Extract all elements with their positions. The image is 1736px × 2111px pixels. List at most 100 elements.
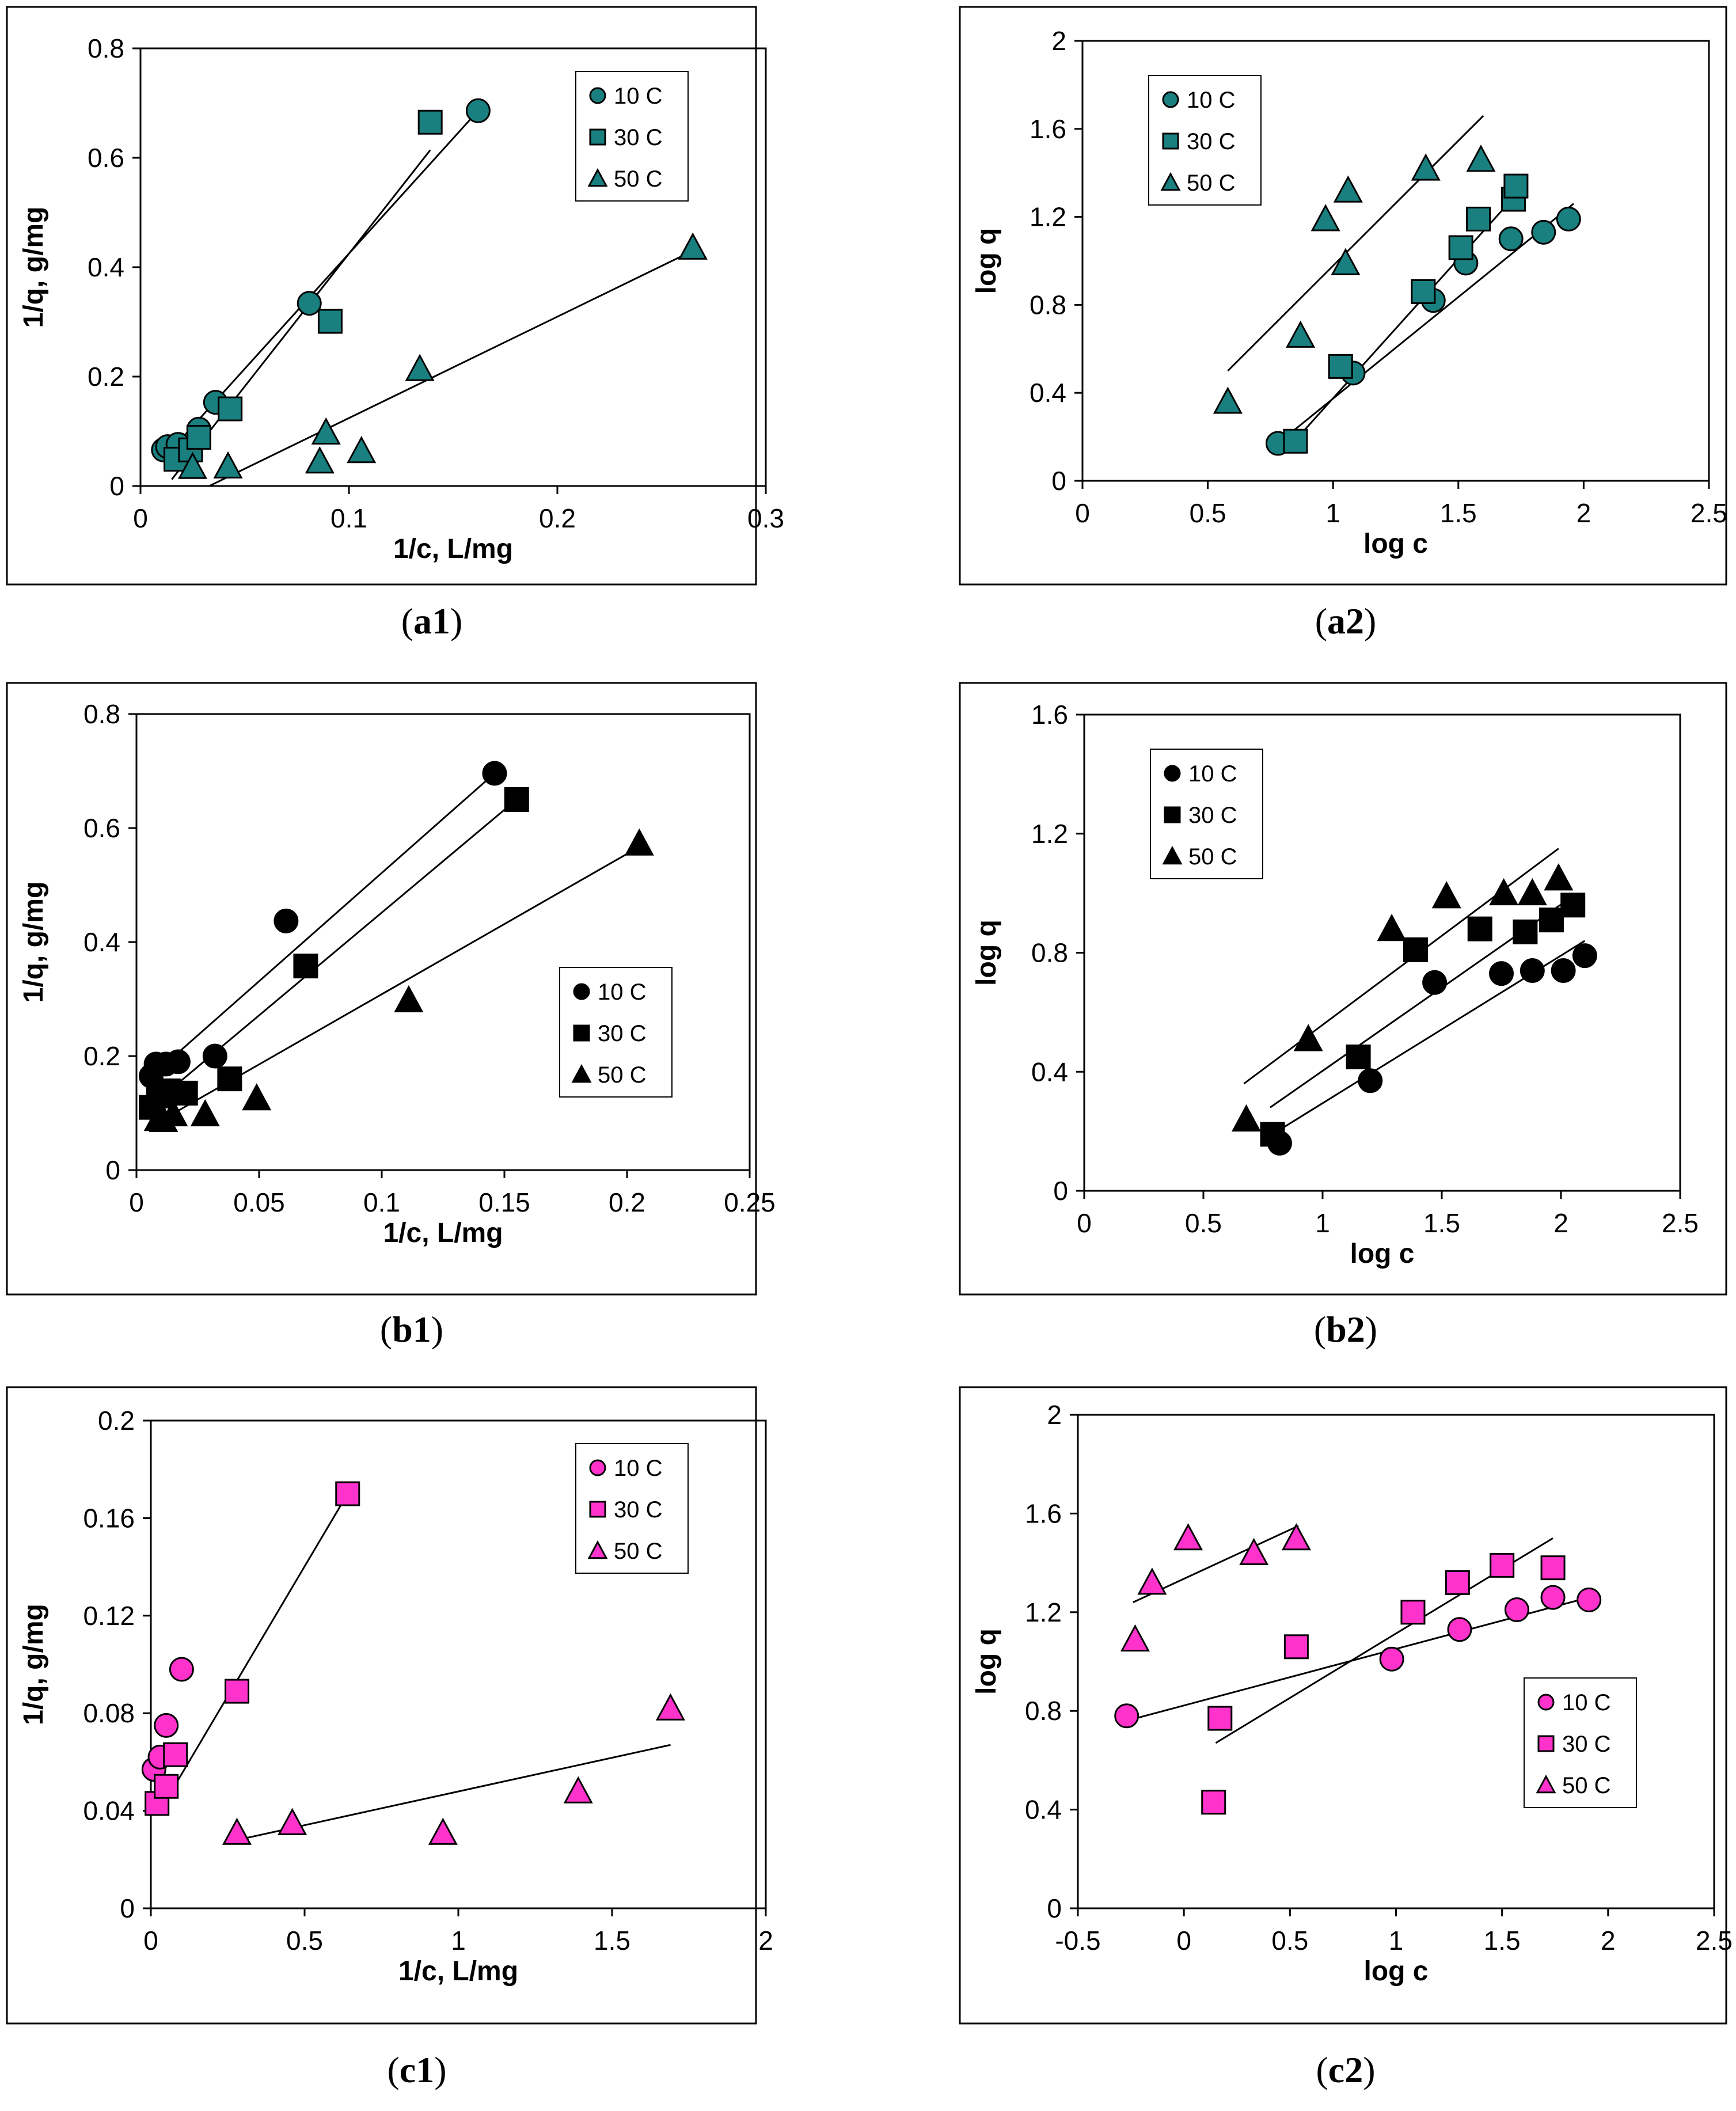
caption-paren-close: ) bbox=[431, 1309, 443, 1350]
data-point-10c bbox=[1379, 1646, 1404, 1672]
data-point-10c bbox=[169, 1657, 194, 1682]
y-tick-label: 0.4 bbox=[88, 252, 124, 282]
data-point-10c bbox=[1498, 226, 1524, 252]
data-point-10c bbox=[1572, 943, 1597, 969]
data-point-50c bbox=[1232, 1104, 1262, 1132]
x-tick-label: 0 bbox=[1176, 1926, 1191, 1956]
y-tick-label: 0.2 bbox=[98, 1406, 135, 1436]
data-point-30c bbox=[218, 396, 243, 422]
legend-label: 50 C bbox=[1562, 1773, 1611, 1798]
y-tick-label: 1.2 bbox=[1025, 1597, 1062, 1627]
data-point-50c bbox=[1281, 1523, 1311, 1551]
legend-marker bbox=[1536, 1774, 1556, 1794]
chart-c1: 0 0.5 1 1.5 2 0 0.04 0.08 0.12 0.16 0.2 1/c, L/mg 1/… bbox=[6, 1386, 773, 2090]
data-point-30c bbox=[1403, 937, 1428, 962]
chart-caption: (b2) bbox=[1314, 1309, 1377, 1350]
caption-paren-open: ( bbox=[387, 2049, 399, 2090]
y-tick-label: 0.4 bbox=[1025, 1795, 1062, 1825]
caption-paren-close: ) bbox=[434, 2049, 446, 2090]
chart-frame bbox=[6, 6, 757, 586]
x-tick-label: 1 bbox=[1315, 1208, 1330, 1238]
legend-marker bbox=[1164, 806, 1181, 823]
x-tick-label: 1.5 bbox=[1484, 1926, 1521, 1956]
legend-marker bbox=[589, 1459, 606, 1476]
legend-label: 30 C bbox=[614, 125, 663, 150]
data-point-30c bbox=[186, 424, 211, 450]
caption-paren-close: ) bbox=[1363, 2049, 1375, 2090]
data-point-10c bbox=[165, 1049, 191, 1075]
data-point-50c bbox=[405, 354, 435, 381]
legend-marker bbox=[1537, 1735, 1555, 1752]
legend-label: 30 C bbox=[1187, 129, 1236, 154]
x-tick-label: 2.5 bbox=[1662, 1208, 1699, 1238]
caption-paren-open: ( bbox=[1314, 1309, 1326, 1350]
data-point-10c bbox=[482, 761, 507, 786]
caption-paren-close: ) bbox=[450, 601, 462, 641]
data-point-50c bbox=[1489, 878, 1519, 906]
legend-label: 50 C bbox=[614, 166, 663, 192]
legend: 10 C 30 C 50 C bbox=[575, 71, 689, 202]
data-point-30c bbox=[1283, 428, 1308, 454]
data-point-10c bbox=[1114, 1703, 1139, 1729]
data-point-30c bbox=[1448, 235, 1473, 260]
x-axis-label: log c bbox=[1363, 1956, 1428, 1987]
legend-marker bbox=[589, 1501, 606, 1518]
fit-line-30c bbox=[171, 149, 431, 480]
data-point-50c bbox=[1120, 1624, 1150, 1651]
data-point-10c bbox=[1358, 1068, 1383, 1094]
data-point-30c bbox=[293, 954, 318, 979]
caption-letter: b bbox=[392, 1309, 413, 1350]
x-tick-label: 1 bbox=[1325, 498, 1340, 528]
legend: 10 C 30 C 50 C bbox=[1524, 1677, 1637, 1808]
y-tick-label: 1.2 bbox=[1031, 819, 1068, 849]
chart-caption: (b1) bbox=[380, 1309, 443, 1350]
y-tick-label: 0.12 bbox=[83, 1601, 135, 1631]
legend-marker bbox=[587, 168, 608, 187]
data-point-50c bbox=[1333, 175, 1363, 203]
data-point-30c bbox=[417, 109, 443, 135]
data-point-10c bbox=[154, 1713, 179, 1738]
data-point-10c bbox=[1531, 219, 1556, 245]
y-tick-label: 0.2 bbox=[83, 1041, 120, 1071]
x-tick-label: 0.25 bbox=[724, 1187, 776, 1217]
chart-a2: 0 0.5 1 1.5 2 2.5 0 0.4 0.8 1.2 1.6 2 log c log q 10 C… bbox=[959, 6, 1727, 641]
legend-label: 10 C bbox=[1188, 761, 1237, 787]
data-point-50c bbox=[311, 417, 341, 445]
caption-number: 1 bbox=[416, 2049, 434, 2090]
x-tick-label: 1 bbox=[451, 1926, 466, 1956]
x-tick-label: 1.5 bbox=[1423, 1208, 1460, 1238]
data-point-50c bbox=[1544, 863, 1574, 891]
data-point-50c bbox=[1293, 1024, 1323, 1051]
data-point-50c bbox=[624, 828, 654, 856]
data-point-50c bbox=[1173, 1523, 1203, 1551]
y-tick-label: 0.6 bbox=[88, 143, 124, 173]
chart-frame bbox=[959, 6, 1727, 586]
x-tick-label: 2 bbox=[1553, 1208, 1568, 1238]
x-axis-label: 1/c, L/mg bbox=[393, 534, 513, 564]
data-point-30c bbox=[1260, 1122, 1285, 1147]
y-axis-label: 1/q, g/mg bbox=[18, 207, 49, 328]
x-tick-label: 0.1 bbox=[331, 503, 367, 533]
data-point-50c bbox=[1239, 1537, 1269, 1566]
x-tick-label: 1 bbox=[1389, 1926, 1404, 1956]
caption-number: 2 bbox=[1347, 1309, 1365, 1350]
fit-line-50c bbox=[1227, 115, 1484, 372]
chart-frame bbox=[6, 682, 757, 1296]
data-point-30c bbox=[1539, 908, 1564, 933]
data-point-50c bbox=[1310, 204, 1340, 231]
x-tick-label: 0.2 bbox=[609, 1187, 645, 1217]
data-point-10c bbox=[465, 98, 491, 123]
y-tick-label: 0.8 bbox=[1030, 290, 1066, 320]
caption-letter: c bbox=[1328, 2049, 1344, 2090]
data-point-50c bbox=[222, 1817, 252, 1845]
y-axis-label: 1/q, g/mg bbox=[18, 1604, 49, 1725]
data-point-30c bbox=[225, 1679, 250, 1704]
x-axis-label: 1/c, L/mg bbox=[383, 1218, 503, 1248]
data-point-10c bbox=[1422, 970, 1448, 995]
data-point-10c bbox=[1551, 958, 1576, 984]
data-point-30c bbox=[1513, 919, 1538, 944]
caption-paren-open: ( bbox=[1315, 601, 1327, 641]
legend-marker bbox=[1162, 845, 1183, 865]
